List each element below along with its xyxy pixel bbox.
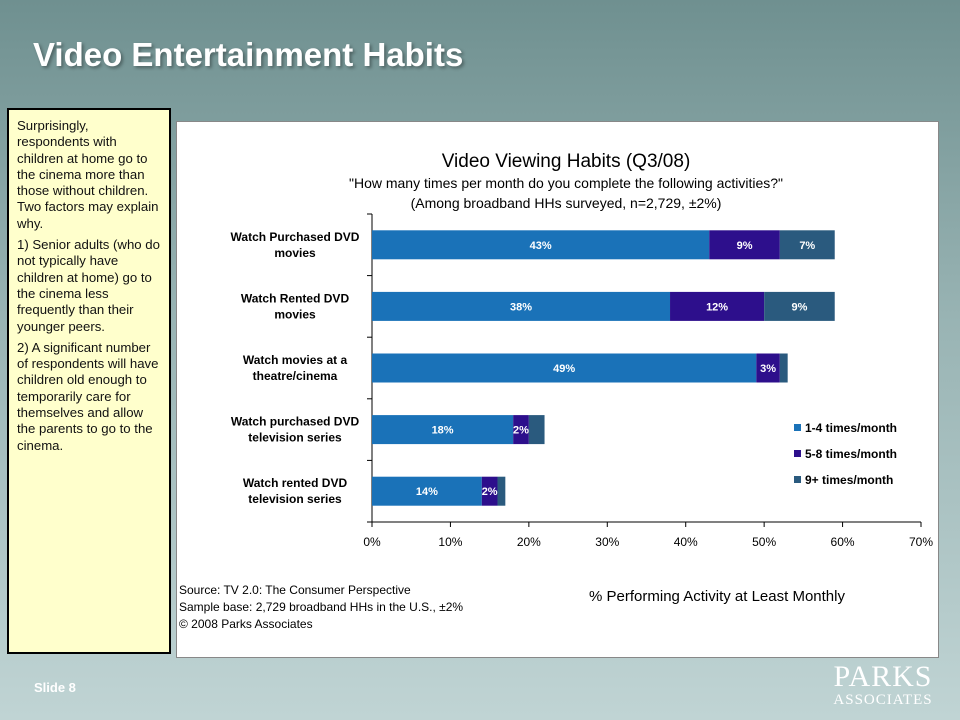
category-label: Watch rented DVD xyxy=(243,476,348,490)
bar-segment xyxy=(670,291,765,321)
category-label: theatre/cinema xyxy=(253,369,338,383)
category-label: Watch Purchased DVD xyxy=(231,230,360,244)
bar-segment xyxy=(372,476,482,506)
category-label: television series xyxy=(248,431,342,445)
slide-number: Slide 8 xyxy=(34,680,76,695)
data-label: 9% xyxy=(737,240,753,252)
x-tick-label: 40% xyxy=(674,535,698,549)
bar-segment xyxy=(481,476,498,506)
data-label: 43% xyxy=(530,240,552,252)
x-tick-label: 0% xyxy=(363,535,381,549)
legend-label: 1-4 times/month xyxy=(805,421,897,435)
category-label: movies xyxy=(274,246,316,260)
x-tick-label: 30% xyxy=(595,535,619,549)
data-label: 3% xyxy=(760,363,776,375)
data-label: 7% xyxy=(799,240,815,252)
x-tick-label: 10% xyxy=(438,535,462,549)
chart-subtitle-line: "How many times per month do you complet… xyxy=(349,175,783,191)
source-line: Source: TV 2.0: The Consumer Perspective xyxy=(179,583,411,597)
legend-label: 9+ times/month xyxy=(805,473,893,487)
parks-associates-logo: PARKS ASSOCIATES xyxy=(828,660,938,709)
data-label: 2% xyxy=(482,486,498,498)
note-box: Surprisingly, respondents with children … xyxy=(7,108,171,654)
bar-segment xyxy=(497,476,506,506)
category-label: Watch movies at a xyxy=(243,353,348,367)
bar-segment xyxy=(372,353,757,383)
category-label: Watch purchased DVD xyxy=(231,415,360,429)
data-label: 9% xyxy=(791,301,807,313)
legend-swatch xyxy=(794,450,801,457)
bar-segment xyxy=(779,230,835,260)
bar-segment xyxy=(779,353,788,383)
plot-area: 0% 10% 20% 30% 40% 50% 60% 70% Watch Purchased D… xyxy=(231,213,933,549)
chart-subtitle-line: (Among broadband HHs surveyed, n=2,729, … xyxy=(411,195,722,211)
source-line: Sample base: 2,729 broadband HHs in the … xyxy=(179,600,463,614)
slide-title: Video Entertainment Habits xyxy=(33,36,464,73)
category-label: television series xyxy=(248,492,342,506)
bar-segment xyxy=(764,291,835,321)
chart-panel: Video Viewing Habits (Q3/08) "How many t… xyxy=(176,121,939,658)
category-label: movies xyxy=(274,307,316,321)
bar-segment xyxy=(372,291,671,321)
x-tick-label: 20% xyxy=(517,535,541,549)
logo-line: PARKS xyxy=(833,660,933,693)
x-tick-label: 50% xyxy=(752,535,776,549)
legend-swatch xyxy=(794,424,801,431)
chart-title: Video Viewing Habits (Q3/08) xyxy=(442,151,691,172)
data-label: 18% xyxy=(432,425,454,437)
legend-swatch xyxy=(794,476,801,483)
x-tick-label: 70% xyxy=(909,535,933,549)
logo-line: ASSOCIATES xyxy=(833,692,933,708)
legend-label: 5-8 times/month xyxy=(805,447,897,461)
category-label: Watch Rented DVD xyxy=(241,291,350,305)
data-label: 12% xyxy=(706,301,728,313)
bar-segment xyxy=(756,353,780,383)
bar-segment xyxy=(709,230,780,260)
source-line: © 2008 Parks Associates xyxy=(179,617,313,631)
data-label: 14% xyxy=(416,486,438,498)
bar-segment xyxy=(372,230,710,260)
data-label: 38% xyxy=(510,301,532,313)
data-label: 49% xyxy=(553,363,575,375)
data-label: 2% xyxy=(513,425,529,437)
x-tick-label: 60% xyxy=(831,535,855,549)
x-axis-label: % Performing Activity at Least Monthly xyxy=(589,588,845,605)
bar-segment xyxy=(528,415,545,445)
bar-segment xyxy=(372,415,514,445)
bar-chart: Video Viewing Habits (Q3/08) "How many t… xyxy=(179,151,933,631)
note-paragraph: 1) Senior adults (who do not typically h… xyxy=(17,237,160,334)
note-paragraph: 2) A significant number of respondents w… xyxy=(17,339,159,453)
bar-segment xyxy=(513,415,529,445)
note-paragraph: Surprisingly, respondents with children … xyxy=(17,118,159,231)
